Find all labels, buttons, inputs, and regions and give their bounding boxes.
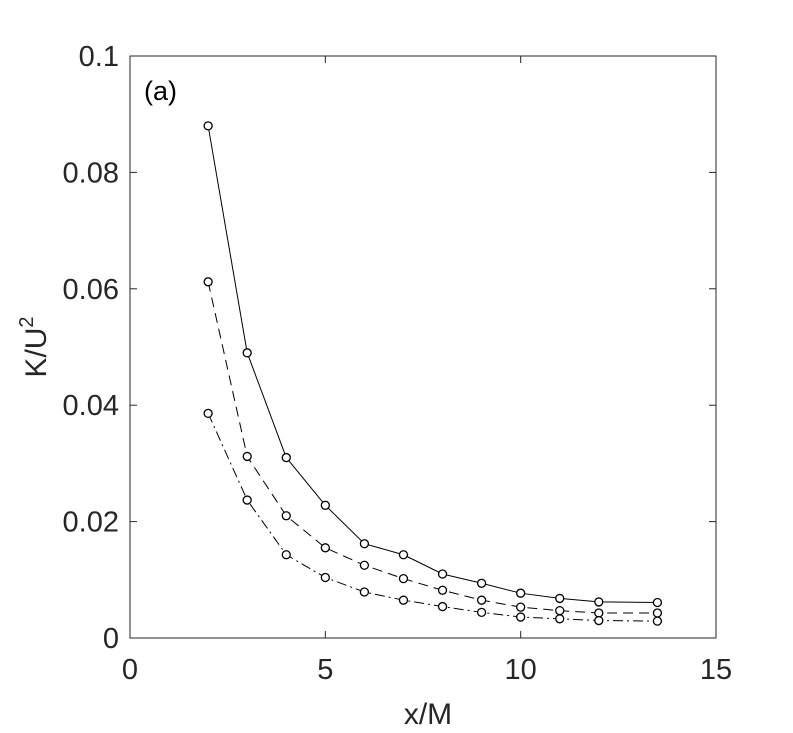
plot-area-frame <box>129 55 717 639</box>
data-point-marker <box>437 585 448 595</box>
data-point-marker <box>281 550 291 560</box>
y-axis-title-base: K/U <box>20 328 53 378</box>
data-point-marker <box>555 614 565 624</box>
y-tick-label: 0.04 <box>63 390 119 422</box>
data-point-marker <box>359 539 370 549</box>
y-axis-title-superscript: 2 <box>16 316 38 327</box>
series-line <box>207 413 658 622</box>
data-point-marker <box>203 408 213 418</box>
x-tick-label: 5 <box>317 654 333 686</box>
data-point-marker <box>555 605 565 616</box>
panel-label: (a) <box>144 76 177 106</box>
data-point-marker <box>320 572 330 583</box>
data-point-marker <box>398 595 409 605</box>
ticks-layer: 0 5 10 15 0 0.02 0.04 0.06 0.08 0.1 <box>63 41 733 686</box>
data-point-marker <box>281 452 291 463</box>
data-point-marker <box>320 543 330 553</box>
y-axis-title: K/U2 <box>16 316 53 377</box>
data-point-marker <box>203 121 213 131</box>
data-point-marker <box>516 602 526 612</box>
data-point-marker <box>652 597 663 608</box>
data-point-marker <box>476 578 487 588</box>
data-point-marker <box>359 560 370 570</box>
data-point-marker <box>516 612 526 622</box>
data-point-marker <box>555 593 565 604</box>
series-3 <box>203 408 663 626</box>
data-point-marker <box>398 550 409 560</box>
data-point-marker <box>594 597 604 607</box>
data-point-marker <box>437 569 448 579</box>
data-point-marker <box>594 608 604 618</box>
data-point-marker <box>359 587 370 597</box>
y-tick-label: 0.02 <box>63 507 119 539</box>
data-point-marker <box>320 500 330 510</box>
x-tick-label: 10 <box>505 654 537 686</box>
data-point-marker <box>652 616 663 626</box>
data-point-marker <box>437 601 448 612</box>
series-line <box>207 281 658 614</box>
y-tick-label: 0.1 <box>79 41 119 73</box>
data-point-marker <box>242 495 252 505</box>
x-tick-label: 0 <box>122 654 138 686</box>
y-tick-label: 0.06 <box>63 274 119 306</box>
y-tick-label: 0.08 <box>63 157 119 189</box>
data-point-marker <box>242 451 252 462</box>
x-axis-title: x/M <box>404 698 452 731</box>
series-layer <box>203 121 663 626</box>
data-point-marker <box>476 607 487 618</box>
data-point-marker <box>281 511 291 521</box>
series-1 <box>203 121 663 608</box>
y-tick-label: 0 <box>103 623 119 655</box>
data-point-marker <box>242 348 252 358</box>
data-point-marker <box>594 615 604 626</box>
data-point-marker <box>203 277 213 287</box>
series-line <box>207 125 658 603</box>
data-point-marker <box>516 588 526 598</box>
data-point-marker <box>398 573 409 584</box>
series-2 <box>203 277 663 618</box>
data-point-marker <box>652 608 663 618</box>
x-tick-label: 15 <box>700 654 732 686</box>
data-point-marker <box>476 595 487 605</box>
